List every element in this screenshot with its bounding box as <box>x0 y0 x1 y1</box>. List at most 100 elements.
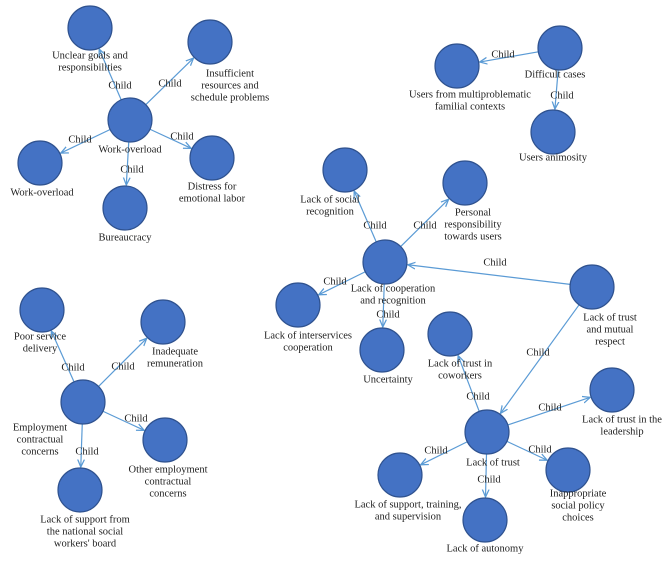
node-label: resources and <box>201 80 259 91</box>
edge <box>145 58 194 106</box>
edge <box>506 440 547 460</box>
edge <box>383 283 384 327</box>
edge-label: Child <box>323 276 347 287</box>
node-label: cooperation <box>283 342 333 353</box>
edge-label: Child <box>413 220 437 231</box>
edge-label: Child <box>124 413 148 424</box>
node-label: Lack of cooperation <box>351 283 436 294</box>
node-label: towards users <box>444 231 501 242</box>
edge <box>421 441 468 465</box>
node <box>67 5 113 51</box>
node-label: Lack of trust <box>583 312 637 323</box>
edge <box>507 397 590 426</box>
edge <box>354 191 377 243</box>
edge <box>102 410 144 430</box>
node <box>322 147 368 193</box>
edge-label: Child <box>363 220 387 231</box>
node-label: and mutual <box>587 324 634 335</box>
node <box>60 379 106 425</box>
edge-label: Child <box>466 391 490 402</box>
edge-label: Child <box>61 362 85 373</box>
node-label: contractual <box>17 434 64 445</box>
edge-label: Child <box>483 257 507 268</box>
node-label: Work-overload <box>10 187 74 198</box>
edge <box>99 49 122 101</box>
node-label: remuneration <box>147 358 204 369</box>
node-label: Lack of support from <box>40 514 130 525</box>
edge <box>408 265 571 285</box>
edge <box>81 423 82 467</box>
node <box>102 185 148 231</box>
edge-label: Child <box>170 131 194 142</box>
node-label: Unclear goals and <box>52 50 129 61</box>
edge <box>500 304 580 414</box>
node-label: Inappropriate <box>550 488 607 499</box>
edge <box>480 51 539 62</box>
node <box>442 160 488 206</box>
node-label: and supervision <box>375 511 442 522</box>
node <box>187 19 233 65</box>
node-label: Inadequate <box>152 346 198 357</box>
node <box>19 287 65 333</box>
edge <box>126 141 128 185</box>
node <box>362 239 408 285</box>
edge <box>400 199 449 247</box>
edge <box>149 128 191 148</box>
node-label: Employment <box>13 422 67 433</box>
edge <box>51 331 75 383</box>
node-label: Lack of social <box>300 194 360 205</box>
node-label: Lack of interservices <box>264 330 352 341</box>
edge-label: Child <box>120 164 144 175</box>
node-label: the national social <box>47 526 123 537</box>
node <box>427 311 473 357</box>
node-label: Lack of support, training, <box>354 499 461 510</box>
edge-label: Child <box>68 134 92 145</box>
node <box>359 327 405 373</box>
edge <box>458 356 480 412</box>
node-label: responsibilities <box>58 62 122 73</box>
node <box>140 299 186 345</box>
node-label: workers' board <box>54 538 117 549</box>
node-label: leadership <box>600 426 643 437</box>
node-label: Poor service <box>14 331 67 342</box>
edge-label: Child <box>538 402 562 413</box>
node-label: delivery <box>23 343 58 354</box>
node-label: Lack of trust in <box>428 358 493 369</box>
edge-label: Child <box>376 309 400 320</box>
node <box>377 452 423 498</box>
node <box>589 367 635 413</box>
node <box>537 25 583 71</box>
edge <box>486 453 487 497</box>
node-label: responsibility <box>444 219 502 230</box>
edge-label: Child <box>424 445 448 456</box>
node <box>107 97 153 143</box>
node-label: contractual <box>145 476 192 487</box>
node-label: emotional labor <box>179 193 246 204</box>
node-label: Personal <box>455 207 491 218</box>
node-label: social policy <box>551 500 605 511</box>
edge-label: Child <box>111 361 135 372</box>
node-label: Difficult cases <box>525 69 586 80</box>
node-label: and recognition <box>360 295 426 306</box>
node <box>434 43 480 89</box>
node-label: Other employment <box>128 464 207 475</box>
node-label: Lack of trust in the <box>582 414 662 425</box>
edge-label: Child <box>526 347 550 358</box>
node <box>545 447 591 493</box>
node <box>142 417 188 463</box>
node <box>530 109 576 155</box>
edge-label: Child <box>477 474 501 485</box>
node-label: Distress for <box>188 181 237 192</box>
node <box>189 135 235 181</box>
edge <box>61 128 111 153</box>
node-label: Lack of autonomy <box>447 543 525 554</box>
node <box>57 467 103 513</box>
node-label: recognition <box>306 206 355 217</box>
edge <box>319 271 366 295</box>
edge <box>555 69 558 109</box>
node-label: Users animosity <box>519 152 588 163</box>
node-label: concerns <box>149 488 186 499</box>
node-label: Uncertainty <box>363 374 413 385</box>
node-label: Users from multiproblematic <box>409 89 531 100</box>
